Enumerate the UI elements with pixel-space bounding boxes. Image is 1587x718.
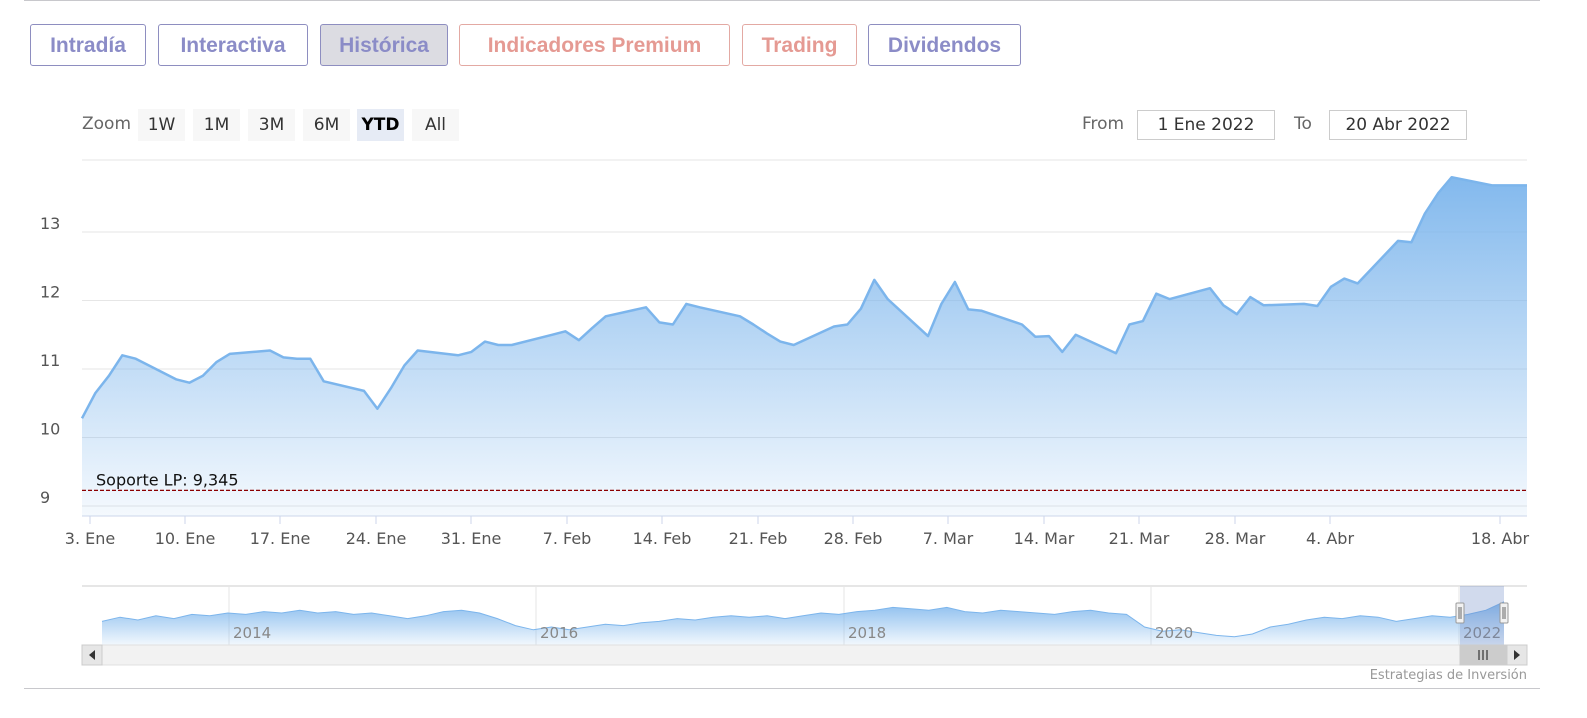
navigator-handle-right — [1499, 602, 1509, 624]
from-date-input[interactable]: 1 Ene 2022 — [1137, 110, 1275, 140]
support-line-label: Soporte LP: 9,345 — [96, 470, 239, 489]
y-tick-label: 10 — [40, 420, 60, 439]
tab-intradia[interactable]: Intradía — [30, 24, 146, 66]
zoom-all-button[interactable]: All — [412, 109, 459, 141]
x-tick-label: 7. Mar — [923, 529, 974, 548]
x-tick-label: 28. Mar — [1205, 529, 1266, 548]
x-tick-label: 18. Abr — [1471, 529, 1530, 548]
zoom-1w-button[interactable]: 1W — [138, 109, 185, 141]
series-area-fill — [82, 177, 1527, 516]
zoom-ytd-button[interactable]: YTD — [357, 109, 404, 141]
x-axis: 3. Ene 10. Ene 17. Ene 24. Ene 31. Ene 7. Feb… — [65, 515, 1530, 548]
zoom-label: Zoom — [82, 114, 132, 134]
scrollbar-right-button — [1506, 644, 1528, 666]
x-tick-label: 4. Abr — [1306, 529, 1354, 548]
tab-trading[interactable]: Trading — [742, 24, 857, 66]
series-line — [80, 175, 1527, 419]
navigator-scrollbar — [81, 644, 1528, 666]
navigator-year-label: 2016 — [540, 624, 578, 642]
navigator-year-label: 2014 — [233, 624, 271, 642]
tab-historica[interactable]: Histórica — [320, 24, 448, 66]
navigator: 2014 2016 2018 2020 2022 — [81, 585, 1528, 666]
to-date-input[interactable]: 20 Abr 2022 — [1329, 110, 1467, 140]
navigator-year-label: 2020 — [1155, 624, 1193, 642]
top-divider — [24, 0, 1540, 1]
series-area — [80, 175, 1527, 516]
navigator-line — [101, 601, 1505, 638]
from-label: From — [1082, 114, 1125, 134]
x-tick-label: 24. Ene — [346, 529, 407, 548]
navigator-year-label: 2018 — [848, 624, 886, 642]
to-label: To — [1294, 114, 1312, 134]
y-tick-label: 13 — [40, 214, 60, 233]
x-tick-label: 21. Mar — [1109, 529, 1170, 548]
x-tick-label: 28. Feb — [824, 529, 883, 548]
x-tick-label: 14. Feb — [633, 529, 692, 548]
x-tick-label: 17. Ene — [250, 529, 311, 548]
scrollbar-left-button — [81, 644, 103, 666]
y-axis: 9 10 11 12 13 — [40, 214, 60, 507]
scrollbar-track — [81, 644, 1528, 666]
zoom-3m-button[interactable]: 3M — [248, 109, 295, 141]
x-tick-label: 31. Ene — [441, 529, 502, 548]
x-tick-label: 21. Feb — [729, 529, 788, 548]
navigator-handle-left — [1455, 602, 1465, 624]
navigator-year-label: 2022 — [1463, 624, 1501, 642]
tab-interactiva[interactable]: Interactiva — [158, 24, 308, 66]
zoom-6m-button[interactable]: 6M — [303, 109, 350, 141]
support-line-group: Soporte LP: 9,345 — [82, 470, 1527, 492]
navigator-mask — [1460, 586, 1504, 645]
x-tick-label: 7. Feb — [543, 529, 592, 548]
scroll-right-arrow-icon — [1514, 650, 1520, 660]
grid-lines — [82, 159, 1527, 507]
y-tick-label: 11 — [40, 351, 60, 370]
scroll-left-arrow-icon — [89, 650, 95, 660]
navigator-area — [102, 601, 1504, 645]
y-tick-label: 12 — [40, 283, 60, 302]
x-tick-label: 14. Mar — [1014, 529, 1075, 548]
tab-dividendos[interactable]: Dividendos — [868, 24, 1021, 66]
y-tick-label: 9 — [40, 488, 50, 507]
x-tick-label: 3. Ene — [65, 529, 115, 548]
zoom-1m-button[interactable]: 1M — [193, 109, 240, 141]
x-tick-label: 10. Ene — [155, 529, 216, 548]
scrollbar-thumb — [1459, 644, 1507, 666]
tab-indicadores-premium[interactable]: Indicadores Premium — [459, 24, 730, 66]
bottom-divider — [24, 688, 1540, 689]
credit-label: Estrategias de Inversión — [1369, 668, 1527, 683]
